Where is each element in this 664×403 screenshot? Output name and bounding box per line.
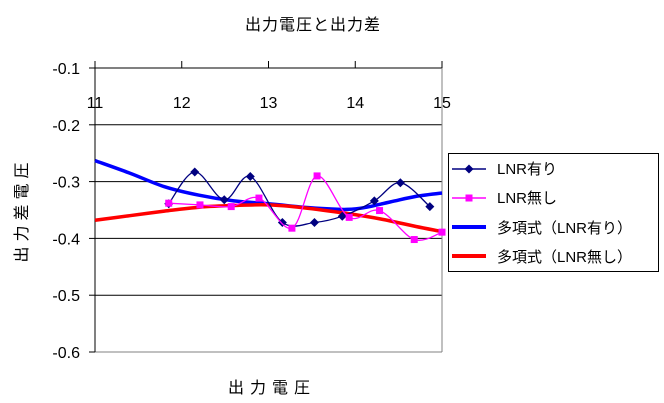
legend-label: 多項式（LNR有り） [497, 219, 633, 237]
legend-item-1[interactable]: LNR無し [449, 183, 658, 212]
square-marker [165, 199, 173, 207]
y-tick-label: -0.3 [52, 175, 80, 192]
x-tick-label: 13 [260, 95, 278, 112]
y-tick-label: -0.6 [52, 345, 80, 362]
series-line-0 [168, 171, 431, 227]
y-tick-label: -0.2 [52, 118, 80, 135]
diamond-marker [219, 195, 229, 205]
legend-item-0[interactable]: LNR有り [449, 154, 658, 183]
diamond-marker [425, 202, 435, 212]
x-tick-label: 14 [346, 95, 364, 112]
diamond-marker [337, 211, 347, 221]
square-marker [376, 207, 384, 215]
legend-item-3[interactable]: 多項式（LNR無し） [449, 242, 658, 271]
square-marker [410, 236, 418, 244]
x-tick-label: 15 [433, 95, 451, 112]
legend-label: LNR無し [497, 190, 558, 208]
x-tick-label: 11 [87, 95, 104, 112]
chart-title: 出力電圧と出力差 [244, 17, 382, 34]
x-axis-title: 出力電圧 [227, 380, 317, 397]
series-line-1 [168, 175, 443, 241]
diamond-marker [309, 217, 319, 227]
y-tick-label: -0.4 [52, 231, 80, 248]
diamond-marker [190, 167, 200, 177]
legend[interactable]: LNR有り LNR無し多項式（LNR有り） 多項式（LNR無し） [448, 153, 659, 272]
square-marker [255, 194, 263, 202]
square-marker [345, 213, 353, 221]
diamond-marker [395, 178, 405, 188]
diamond-marker [369, 196, 379, 206]
legend-item-2[interactable]: 多項式（LNR有り） [449, 213, 658, 242]
legend-label: LNR有り [497, 161, 558, 179]
legend-label: 多項式（LNR無し） [497, 248, 633, 266]
y-tick-label: -0.1 [52, 61, 80, 78]
x-tick-label: 12 [173, 95, 191, 112]
square-marker [313, 172, 321, 180]
trendline-legend-marker-icon [452, 254, 486, 259]
square-marker [227, 203, 235, 211]
square-legend-marker-icon [452, 194, 486, 202]
square-marker [288, 224, 296, 232]
y-tick-label: -0.5 [52, 288, 80, 305]
diamond-legend-marker-icon [452, 164, 486, 174]
square-marker [438, 228, 446, 236]
series-line-3 [94, 203, 443, 234]
trendline-legend-marker-icon [452, 225, 486, 230]
diamond-marker [277, 217, 287, 227]
square-marker [196, 201, 204, 209]
diamond-marker [245, 171, 255, 181]
